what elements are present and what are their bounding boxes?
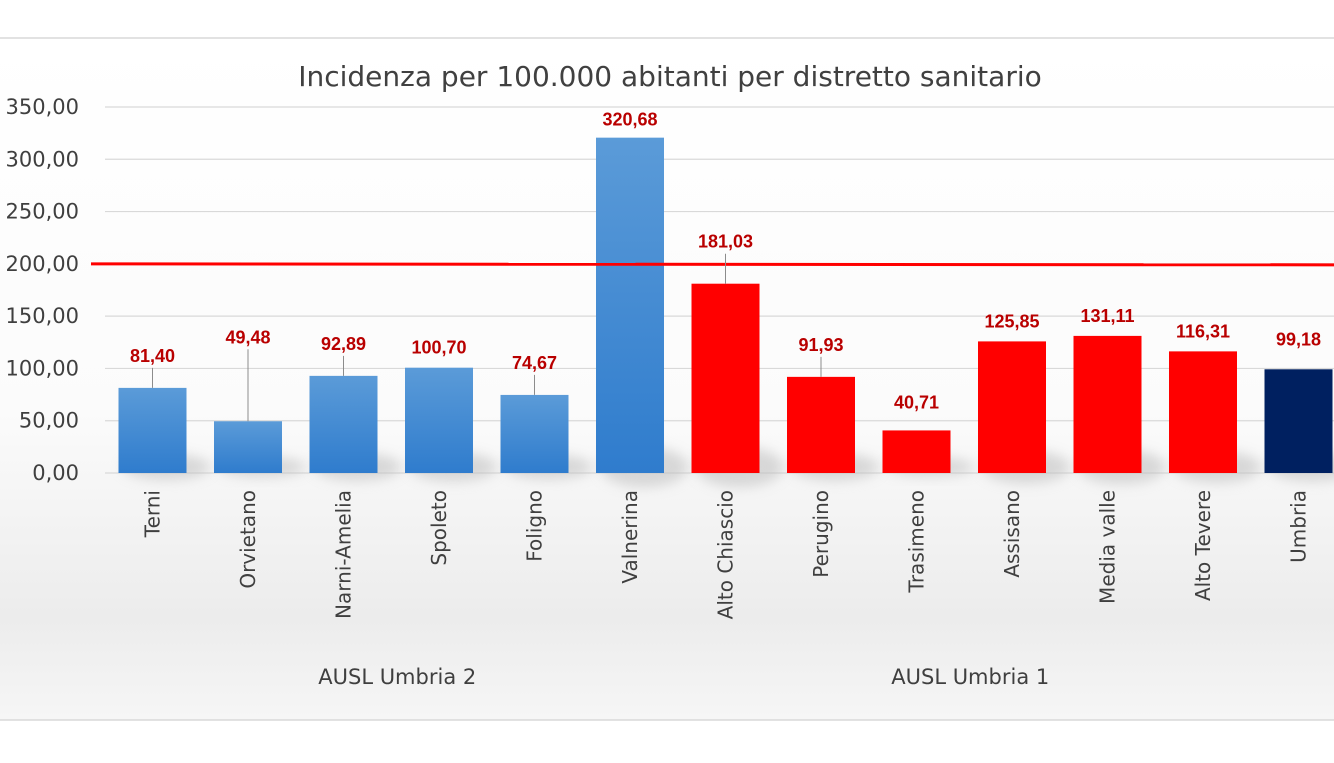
group-label: AUSL Umbria 2 xyxy=(318,665,476,689)
data-label: 40,71 xyxy=(894,392,939,412)
bar xyxy=(1073,335,1142,473)
data-label: 99,18 xyxy=(1276,329,1321,349)
data-label: 49,48 xyxy=(225,327,270,347)
bar xyxy=(596,137,664,473)
category-label: Media valle xyxy=(1096,490,1120,604)
data-label: 320,68 xyxy=(602,110,657,130)
category-label: Terni xyxy=(141,490,165,538)
bar xyxy=(118,387,187,473)
bar xyxy=(1169,351,1237,473)
data-label: 125,85 xyxy=(984,311,1039,331)
category-label: Trasimeno xyxy=(905,490,929,593)
data-labels: 81,40 49,48 92,89 100,70 74,67 320,68 181,03 91… xyxy=(130,110,1321,422)
y-tick-label: 300,00 xyxy=(6,147,79,171)
data-label: 131,11 xyxy=(1080,306,1134,326)
y-tick-label: 0,00 xyxy=(32,461,79,485)
reference-line-layer xyxy=(90,262,1334,267)
data-label: 100,70 xyxy=(411,338,466,358)
bar xyxy=(500,394,569,473)
category-label: Perugino xyxy=(809,490,833,578)
y-tick-label: 200,00 xyxy=(6,252,79,276)
category-label: Spoleto xyxy=(427,490,451,566)
bar xyxy=(691,283,760,473)
category-label: Assisano xyxy=(1000,490,1024,578)
bar xyxy=(882,430,951,473)
bars xyxy=(118,137,1333,473)
data-label: 116,31 xyxy=(1176,321,1230,341)
data-label: 92,89 xyxy=(321,334,366,354)
y-tick-label: 250,00 xyxy=(6,200,79,224)
group-label: AUSL Umbria 1 xyxy=(891,665,1049,689)
reference-line xyxy=(90,262,1334,267)
axis-labels: 0,00 50,00 100,00 150,00 200,00 250,00 300,00 3… xyxy=(6,95,1311,689)
y-tick-label: 50,00 xyxy=(19,409,79,433)
category-label: Foligno xyxy=(523,490,547,562)
category-label: Umbria xyxy=(1287,490,1311,563)
chart-title: Incidenza per 100.000 abitanti per distr… xyxy=(298,60,1042,93)
bar xyxy=(309,375,378,473)
category-label: Alto Chiascio xyxy=(714,490,738,619)
data-label: 181,03 xyxy=(698,232,753,252)
category-label: Valnerina xyxy=(618,490,642,584)
category-label: Alto Tevere xyxy=(1191,490,1215,601)
y-tick-label: 100,00 xyxy=(6,356,79,380)
bar xyxy=(214,421,282,473)
y-tick-label: 150,00 xyxy=(6,304,79,328)
bar xyxy=(978,341,1046,473)
category-label: Narni-Amelia xyxy=(332,490,356,619)
data-label: 74,67 xyxy=(512,353,557,373)
bar xyxy=(787,376,855,473)
y-tick-label: 350,00 xyxy=(6,95,79,119)
category-label: Orvietano xyxy=(236,490,260,589)
bar xyxy=(405,367,473,473)
bar xyxy=(1264,369,1333,473)
data-label: 91,93 xyxy=(798,335,843,355)
data-label: 81,40 xyxy=(130,346,175,366)
